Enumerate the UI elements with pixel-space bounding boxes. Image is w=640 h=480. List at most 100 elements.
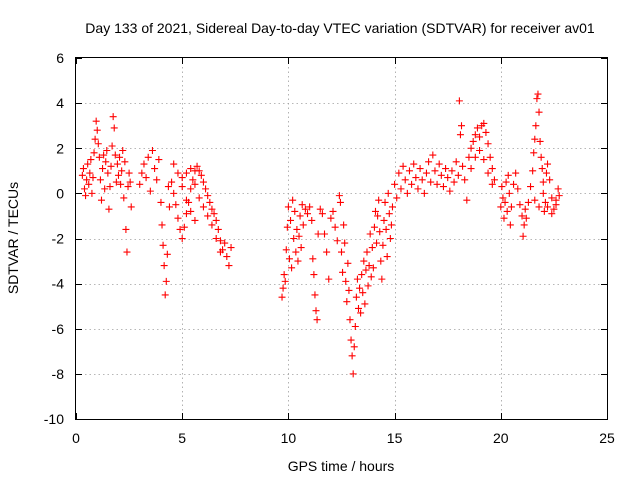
y-tick-label: 6: [56, 50, 64, 66]
data-point: [329, 207, 337, 215]
data-point: [471, 131, 479, 139]
data-point: [221, 239, 229, 247]
data-point: [176, 225, 184, 233]
data-point: [546, 176, 554, 184]
data-point: [380, 216, 388, 224]
y-tick-label: 4: [56, 95, 64, 111]
data-point: [327, 214, 335, 222]
data-point: [161, 291, 169, 299]
data-point: [352, 293, 360, 301]
data-point: [484, 140, 492, 148]
data-point: [534, 90, 542, 98]
data-point: [498, 183, 506, 191]
data-point: [370, 223, 378, 231]
data-point: [387, 221, 395, 229]
data-point: [180, 223, 188, 231]
data-point: [182, 210, 190, 218]
data-point: [504, 171, 512, 179]
data-point: [403, 189, 411, 197]
y-tick-label: 2: [56, 140, 64, 156]
data-point: [437, 171, 445, 179]
data-point: [531, 196, 539, 204]
data-point: [518, 212, 526, 220]
data-point: [280, 271, 288, 279]
data-point: [519, 232, 527, 240]
data-point: [539, 178, 547, 186]
data-point: [168, 178, 176, 186]
data-point: [204, 212, 212, 220]
data-point: [501, 198, 509, 206]
data-point: [358, 271, 366, 279]
data-point: [344, 259, 352, 267]
data-point: [500, 214, 508, 222]
data-point: [371, 207, 379, 215]
x-tick-label: 0: [72, 430, 80, 446]
data-point: [544, 160, 552, 168]
data-point: [297, 244, 305, 252]
data-point: [359, 289, 367, 297]
data-point: [298, 201, 306, 209]
data-point: [361, 300, 369, 308]
data-point: [82, 192, 90, 200]
data-point: [100, 151, 108, 159]
data-point: [343, 298, 351, 306]
data-point: [529, 167, 537, 175]
data-point: [121, 158, 129, 166]
data-point: [140, 160, 148, 168]
data-point: [170, 189, 178, 197]
data-point: [497, 203, 505, 211]
data-point: [365, 262, 373, 270]
data-point: [539, 189, 547, 197]
data-point: [467, 165, 475, 173]
data-point: [227, 244, 235, 252]
data-point: [83, 176, 91, 184]
data-point: [378, 275, 386, 283]
data-point: [340, 221, 348, 229]
data-point: [541, 198, 549, 206]
data-point: [291, 207, 299, 215]
data-point: [473, 124, 481, 132]
data-point: [360, 257, 368, 265]
data-point: [223, 253, 231, 261]
data-point: [142, 174, 150, 182]
data-point: [346, 316, 354, 324]
data-point: [416, 165, 424, 173]
data-point: [524, 198, 532, 206]
data-point: [369, 264, 377, 272]
data-point: [386, 235, 394, 242]
data-point: [391, 180, 399, 188]
data-point: [116, 153, 124, 161]
data-point: [288, 264, 296, 272]
data-point: [429, 151, 437, 159]
data-point: [107, 162, 115, 170]
data-point: [527, 183, 535, 191]
data-point: [111, 151, 119, 159]
data-point: [146, 187, 154, 195]
data-point: [79, 165, 87, 173]
data-point: [325, 275, 333, 283]
y-tick-label: -8: [52, 366, 65, 382]
data-point: [310, 271, 318, 279]
data-point: [208, 205, 216, 213]
data-point: [535, 108, 543, 116]
data-point: [148, 147, 156, 155]
data-point: [89, 174, 97, 182]
data-point: [281, 277, 289, 285]
data-point: [178, 183, 186, 191]
data-point: [338, 248, 345, 256]
y-tick-label: -2: [52, 231, 65, 247]
data-point: [376, 228, 384, 236]
data-point: [388, 203, 396, 211]
data-point: [335, 192, 343, 200]
data-point: [374, 212, 382, 220]
data-point: [544, 203, 552, 211]
data-point: [294, 257, 302, 265]
data-point: [540, 207, 548, 215]
data-point: [357, 309, 365, 317]
data-point: [414, 185, 422, 193]
data-point: [362, 266, 370, 274]
data-point: [347, 336, 355, 344]
data-point: [353, 275, 361, 283]
data-point: [507, 203, 515, 211]
data-point: [309, 255, 317, 263]
